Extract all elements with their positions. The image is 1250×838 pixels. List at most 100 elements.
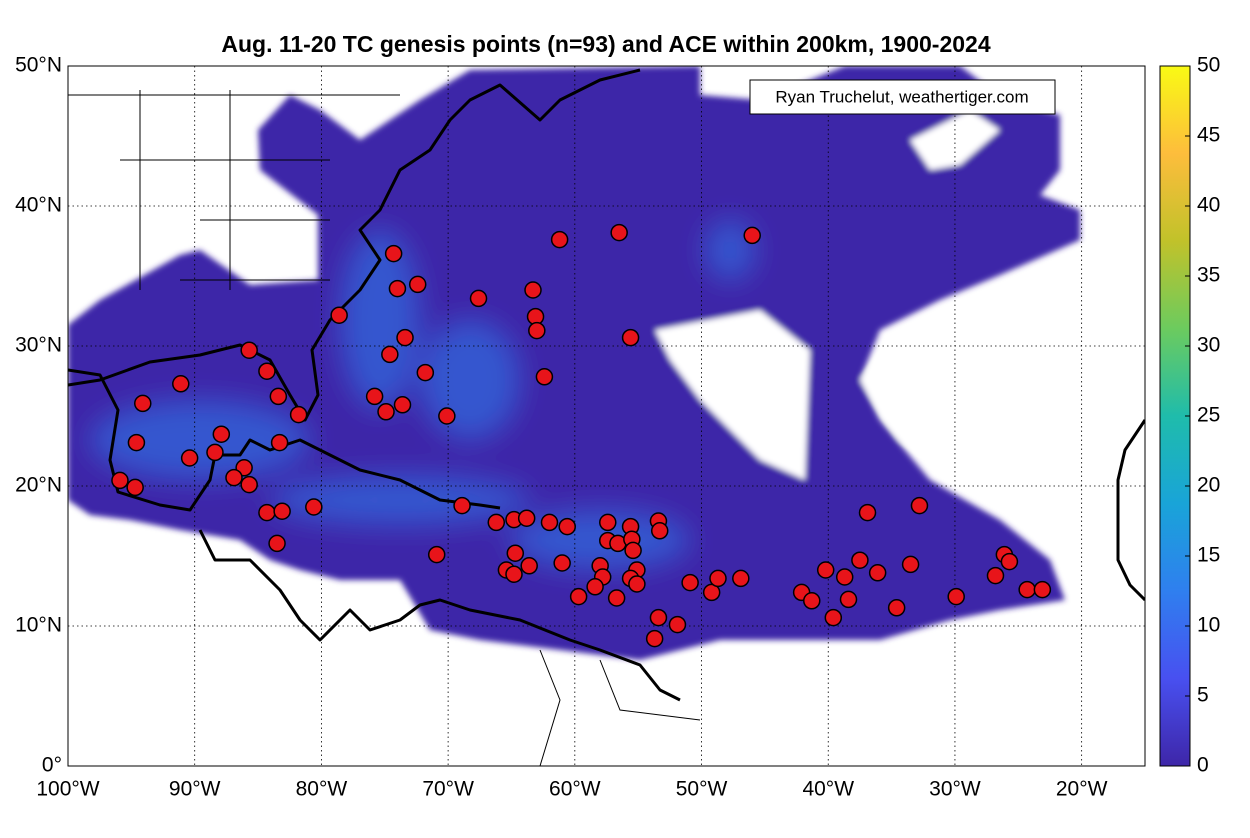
genesis-point [558,517,576,536]
genesis-point [607,589,626,607]
genesis-point [330,306,348,324]
genesis-point [887,599,906,617]
ace-highs [90,220,755,570]
genesis-point [599,513,617,532]
annotation-box [749,79,1056,115]
genesis-point [268,534,286,553]
colorbar-tick-label: 0 [1197,754,1209,777]
chart-title: Aug. 11-20 TC genesis points (n=93) and … [221,31,990,57]
genesis-point [668,615,687,634]
x-tick-label: 20°W [1056,778,1108,801]
x-tick-label: 90°W [169,778,221,801]
genesis-point [540,513,559,532]
y-tick-label: 40°N [15,194,62,217]
genesis-point [258,503,276,522]
genesis-point [240,475,258,494]
genesis-point [986,566,1005,585]
x-tick-label: 70°W [422,778,474,801]
genesis-point [427,545,446,564]
genesis-point [270,433,289,452]
genesis-point [240,341,258,359]
genesis-point [610,223,628,242]
genesis-points [111,223,1052,648]
genesis-point [273,502,291,520]
genesis-point [824,608,843,627]
genesis-point [835,568,854,586]
genesis-point [645,629,664,648]
genesis-point [384,244,403,263]
genesis-point [816,561,835,579]
y-tick-label: 10°N [15,614,62,637]
genesis-point [901,555,920,574]
genesis-point [212,425,231,443]
genesis-point [1018,580,1036,599]
genesis-point [469,289,488,308]
genesis-point [858,503,877,522]
genesis-point [1033,580,1052,599]
genesis-point [910,496,929,515]
colorbar-tick-label: 45 [1197,124,1220,147]
x-tick-label: 30°W [929,778,981,801]
y-tick-label: 20°N [15,474,62,497]
genesis-point [388,279,407,298]
field-gap [860,300,1020,460]
genesis-point [1000,552,1019,571]
colorbar-tick-label: 20 [1197,474,1220,497]
plot-frame [67,65,1146,767]
colorbar-tick-label: 35 [1197,264,1220,287]
genesis-point [553,554,571,572]
colorbar-tick-label: 15 [1197,544,1220,567]
genesis-point [569,587,588,606]
genesis-point [225,468,243,487]
genesis-point [681,573,699,592]
genesis-point [624,541,642,560]
genesis-point [377,403,395,421]
annotation: Ryan Truchelut, weathertiger.com [749,79,1056,115]
genesis-point [506,544,525,562]
genesis-point [365,387,384,406]
colorbar-tick-label: 25 [1197,404,1220,427]
genesis-point [520,557,538,575]
y-tick-label: 0° [42,754,62,777]
genesis-point [438,407,456,425]
genesis-point [586,578,604,596]
genesis-point [947,587,965,606]
genesis-point [258,362,276,380]
genesis-point [709,569,727,588]
x-tick-label: 60°W [549,778,601,801]
genesis-point [621,328,640,347]
genesis-point [127,433,146,452]
genesis-point [305,498,323,516]
genesis-point [134,394,152,413]
genesis-point [743,226,761,245]
y-tick-label: 30°N [15,334,62,357]
genesis-point [851,551,869,569]
axes: 100°W 90°W 80°W 70°W 60°W 50°W 40°W 30°W 20°W 0° 1… [15,54,1220,801]
y-tick-label: 50°N [15,54,62,77]
ace-field [68,66,1080,660]
x-tick-label: 50°W [676,778,728,801]
annotation-text: Ryan Truchelut, weathertiger.com [775,87,1028,106]
genesis-point [628,575,646,593]
x-tick-label: 40°W [802,778,854,801]
colorbar-tick-label: 50 [1197,54,1220,77]
field-gap [655,310,810,480]
genesis-point [517,509,536,527]
genesis-point [393,396,412,414]
colorbar-tick-label: 40 [1197,194,1220,217]
genesis-point [524,281,542,299]
genesis-point [803,592,821,610]
genesis-point [868,564,887,582]
genesis-point [650,522,669,540]
genesis-point [396,328,414,347]
genesis-point [289,405,308,424]
field-gap [910,110,1000,170]
genesis-point [528,321,546,340]
genesis-point [172,375,190,393]
genesis-point [453,496,471,515]
coastlines [68,68,1145,766]
genesis-point [535,368,554,386]
genesis-point [839,590,858,609]
genesis-point [180,449,199,467]
